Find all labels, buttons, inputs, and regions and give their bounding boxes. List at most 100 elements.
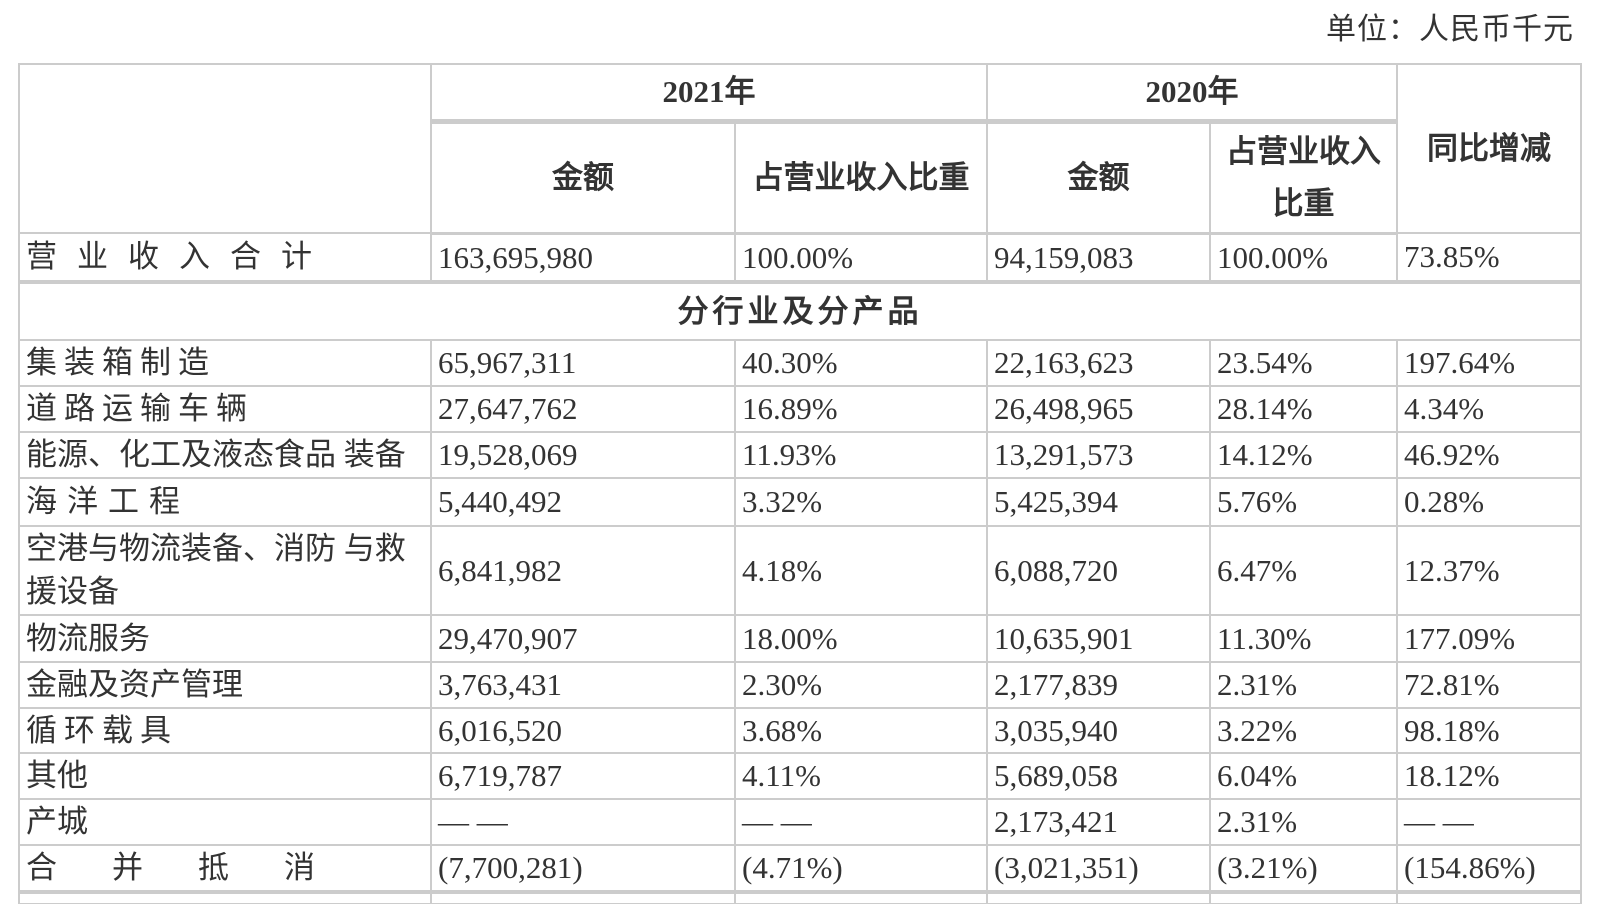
amount-2021-cell: 3,763,431 xyxy=(430,660,736,709)
amount-2021-cell: 6,016,520 xyxy=(430,706,736,755)
yoy-cell: — — xyxy=(1396,798,1582,847)
row-label-cell: 营业收入合计 xyxy=(18,232,432,284)
total-revenue-row: 营业收入合计 163,695,980 100.00% 94,159,083 10… xyxy=(18,232,1582,284)
ratio-2021-cell xyxy=(734,890,988,904)
table-row: 循环载具 6,016,520 3.68% 3,035,940 3.22% 98.… xyxy=(18,706,1582,755)
ratio-2020-cell: (3.21%) xyxy=(1209,844,1398,894)
amount-2021-cell: 5,440,492 xyxy=(430,477,736,527)
section-header-cell: 分行业及分产品 xyxy=(18,281,1582,341)
header-row-years: 2021年 2020年 同比增减 xyxy=(18,63,1582,234)
ratio-2020-cell: 100.00% xyxy=(1209,232,1398,284)
ratio-2021-header: 占营业收入比重 xyxy=(734,120,988,235)
header-row-metrics: 金额 占营业收入比重 金额 占营业收入比重 xyxy=(19,120,1581,235)
yoy-cell: 177.09% xyxy=(1396,613,1582,663)
yoy-cell: 46.92% xyxy=(1396,431,1582,479)
row-label-cell: 集装箱制造 xyxy=(18,339,432,387)
amount-2020-cell: 2,173,421 xyxy=(986,798,1211,847)
yoy-cell: (154.86%) xyxy=(1396,844,1582,894)
row-label-cell: 物流服务 xyxy=(18,613,432,663)
ratio-2021-cell: (4.71%) xyxy=(734,844,988,894)
yoy-cell: 4.34% xyxy=(1396,385,1582,433)
row-label-cell: 循环载具 xyxy=(18,706,432,755)
yoy-cell: 197.64% xyxy=(1396,339,1582,387)
amount-2020-cell: 94,159,083 xyxy=(986,232,1211,284)
ratio-2021-cell: 100.00% xyxy=(734,232,988,284)
amount-2020-cell: 26,498,965 xyxy=(986,385,1211,433)
table-row: 海洋工程 5,440,492 3.32% 5,425,394 5.76% 0.2… xyxy=(18,477,1582,527)
row-label-cell: 能源、化工及液态食品 装备 xyxy=(18,431,432,479)
corner-header-cell xyxy=(18,63,432,234)
amount-2020-cell: 6,088,720 xyxy=(986,525,1211,616)
amount-2020-cell: 5,425,394 xyxy=(986,477,1211,527)
ratio-2020-cell: 14.12% xyxy=(1209,431,1398,479)
amount-2020-cell xyxy=(986,890,1211,904)
row-label-cell: 道路运输车辆 xyxy=(18,385,432,433)
amount-2021-cell: 163,695,980 xyxy=(430,232,736,284)
yoy-cell xyxy=(1396,890,1582,904)
amount-2021-cell: — — xyxy=(430,798,736,847)
amount-2020-cell: 22,163,623 xyxy=(986,339,1211,387)
ratio-2021-cell: 3.32% xyxy=(734,477,988,527)
row-label-cell: 其他 xyxy=(18,752,432,801)
row-label-cell: 金融及资产管理 xyxy=(18,660,432,709)
ratio-2021-cell: 4.18% xyxy=(734,525,988,616)
amount-2020-header: 金额 xyxy=(986,120,1211,235)
amount-2020-cell: 13,291,573 xyxy=(986,431,1211,479)
table-row: 金融及资产管理 3,763,431 2.30% 2,177,839 2.31% … xyxy=(18,660,1582,709)
row-label-cell xyxy=(18,890,432,904)
ratio-2021-cell: 2.30% xyxy=(734,660,988,709)
ratio-2021-cell: 11.93% xyxy=(734,431,988,479)
ratio-2020-cell: 3.22% xyxy=(1209,706,1398,755)
ratio-2021-cell: 40.30% xyxy=(734,339,988,387)
amount-2021-header: 金额 xyxy=(430,120,736,235)
revenue-breakdown-table: 2021年 2020年 同比增减 金额 占营业收入比重 金额 占营业收入比重 营… xyxy=(18,63,1582,904)
ratio-2021-cell: 4.11% xyxy=(734,752,988,801)
amount-2020-cell: 3,035,940 xyxy=(986,706,1211,755)
report-page: 单位：人民币千元 2021年 2020年 同比增减 金额 占营业收入比重 金额 … xyxy=(0,8,1612,904)
yoy-cell: 0.28% xyxy=(1396,477,1582,527)
ratio-2021-cell: 3.68% xyxy=(734,706,988,755)
amount-2021-cell xyxy=(430,890,736,904)
amount-2021-cell: 19,528,069 xyxy=(430,431,736,479)
ratio-2021-cell: 16.89% xyxy=(734,385,988,433)
table-row: 其他 6,719,787 4.11% 5,689,058 6.04% 18.12… xyxy=(18,752,1582,801)
amount-2021-cell: 65,967,311 xyxy=(430,339,736,387)
table-row: 产城 — — — — 2,173,421 2.31% — — xyxy=(18,798,1582,847)
table-row: 物流服务 29,470,907 18.00% 10,635,901 11.30%… xyxy=(18,613,1582,663)
row-label-cell: 空港与物流装备、消防 与救援设备 xyxy=(18,525,432,616)
ratio-2020-cell: 5.76% xyxy=(1209,477,1398,527)
row-label-cell: 产城 xyxy=(18,798,432,847)
table-row: 能源、化工及液态食品 装备 19,528,069 11.93% 13,291,5… xyxy=(18,431,1582,479)
ratio-2020-cell: 2.31% xyxy=(1209,660,1398,709)
ratio-2020-header: 占营业收入比重 xyxy=(1209,120,1398,235)
ratio-2020-cell: 2.31% xyxy=(1209,798,1398,847)
yoy-cell: 18.12% xyxy=(1396,752,1582,801)
yoy-cell: 73.85% xyxy=(1396,232,1582,284)
ratio-2020-cell: 6.04% xyxy=(1209,752,1398,801)
ratio-2021-cell: — — xyxy=(734,798,988,847)
yoy-header: 同比增减 xyxy=(1396,63,1582,234)
amount-2021-cell: (7,700,281) xyxy=(430,844,736,894)
yoy-cell: 72.81% xyxy=(1396,660,1582,709)
amount-2021-cell: 6,719,787 xyxy=(430,752,736,801)
amount-2021-cell: 6,841,982 xyxy=(430,525,736,616)
ratio-2020-cell: 11.30% xyxy=(1209,613,1398,663)
row-label-cell: 海洋工程 xyxy=(18,477,432,527)
ratio-2020-cell: 23.54% xyxy=(1209,339,1398,387)
table-row: 道路运输车辆 27,647,762 16.89% 26,498,965 28.1… xyxy=(18,385,1582,433)
row-label-cell: 合并抵消 xyxy=(18,844,432,894)
yoy-cell: 98.18% xyxy=(1396,706,1582,755)
table-row: 合并抵消 (7,700,281) (4.71%) (3,021,351) (3.… xyxy=(18,844,1582,894)
yoy-cell: 12.37% xyxy=(1396,525,1582,616)
table-row: 空港与物流装备、消防 与救援设备 6,841,982 4.18% 6,088,7… xyxy=(18,525,1582,616)
clipped-next-row xyxy=(18,890,1582,904)
year-2020-header: 2020年 xyxy=(986,63,1398,124)
ratio-2020-cell: 28.14% xyxy=(1209,385,1398,433)
ratio-2021-cell: 18.00% xyxy=(734,613,988,663)
amount-2020-cell: 5,689,058 xyxy=(986,752,1211,801)
section-header-row: 分行业及分产品 xyxy=(18,281,1582,341)
amount-2021-cell: 29,470,907 xyxy=(430,613,736,663)
table-row: 集装箱制造 65,967,311 40.30% 22,163,623 23.54… xyxy=(18,339,1582,387)
ratio-2020-cell xyxy=(1209,890,1398,904)
amount-2020-cell: (3,021,351) xyxy=(986,844,1211,894)
